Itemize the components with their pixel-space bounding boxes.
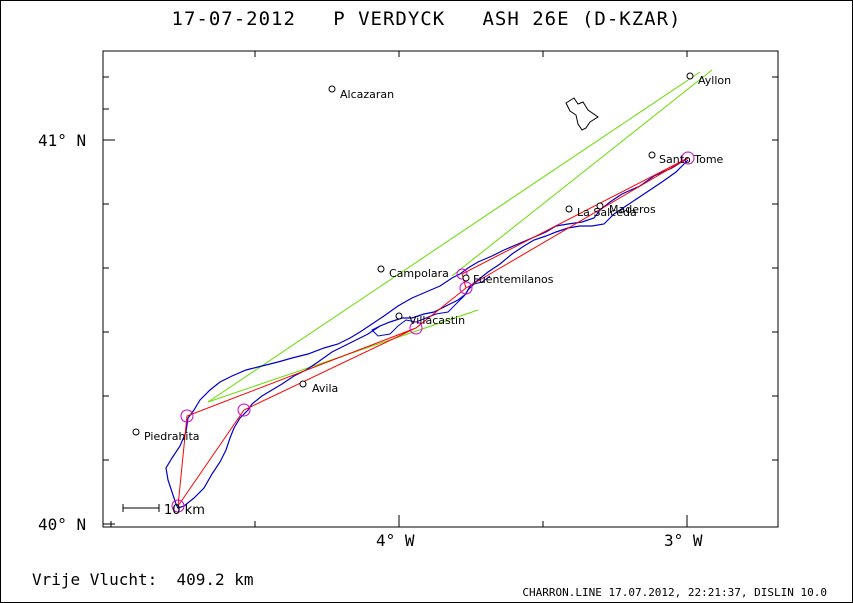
bottom-ticks [110, 515, 688, 527]
town-markers [132, 72, 694, 436]
place-label-campolara: Campolara [389, 267, 449, 280]
turnpoint-marker [180, 409, 194, 423]
lon-label-3w: 3° W [664, 531, 703, 550]
place-label-alcazaran: Alcazaran [340, 88, 394, 101]
turnpoint-marker [456, 268, 468, 280]
top-ticks [254, 51, 688, 57]
page-title: 17-07-2012 P VERDYCK ASH 26E (D-KZAR) [171, 8, 682, 30]
scale-bar-label: 10 km [164, 503, 205, 518]
turnpoints [171, 151, 695, 513]
reservoir-outline [565, 97, 599, 131]
credit-line: CHARRON.LINE 17.07.2012, 22:21:37, DISLI… [522, 586, 827, 599]
place-label-la-salceda: La Salceda [577, 206, 637, 219]
place-label-piedrahita: Piedrahita [144, 430, 200, 443]
turnpoint-marker [171, 499, 185, 513]
map-frame [102, 50, 779, 528]
place-label-villacastin: Villacastin [409, 314, 465, 327]
place-label-ayllon: Ayllon [698, 74, 731, 87]
turnpoint-marker [237, 403, 251, 417]
scale-bar [122, 504, 160, 512]
turnpoint-marker [681, 151, 695, 165]
lat-label-41: 41° N [38, 131, 86, 150]
task-route [177, 157, 689, 507]
turnpoint-marker [409, 321, 423, 335]
sector-lines [207, 69, 713, 403]
place-label-maderos: Maderos [609, 203, 656, 216]
place-label-santo-tome: Santo Tome [659, 153, 724, 166]
lon-label-4w: 4° W [376, 531, 415, 550]
right-ticks [772, 76, 778, 461]
turnpoint-marker [459, 281, 473, 295]
place-label-fuentemilanos: Fuentemilanos [473, 273, 554, 286]
left-ticks [103, 76, 115, 525]
place-label-avila: Avila [312, 382, 338, 395]
distance-readout: Vrije Vlucht: 409.2 km [32, 570, 254, 589]
lat-label-40: 40° N [38, 515, 86, 534]
